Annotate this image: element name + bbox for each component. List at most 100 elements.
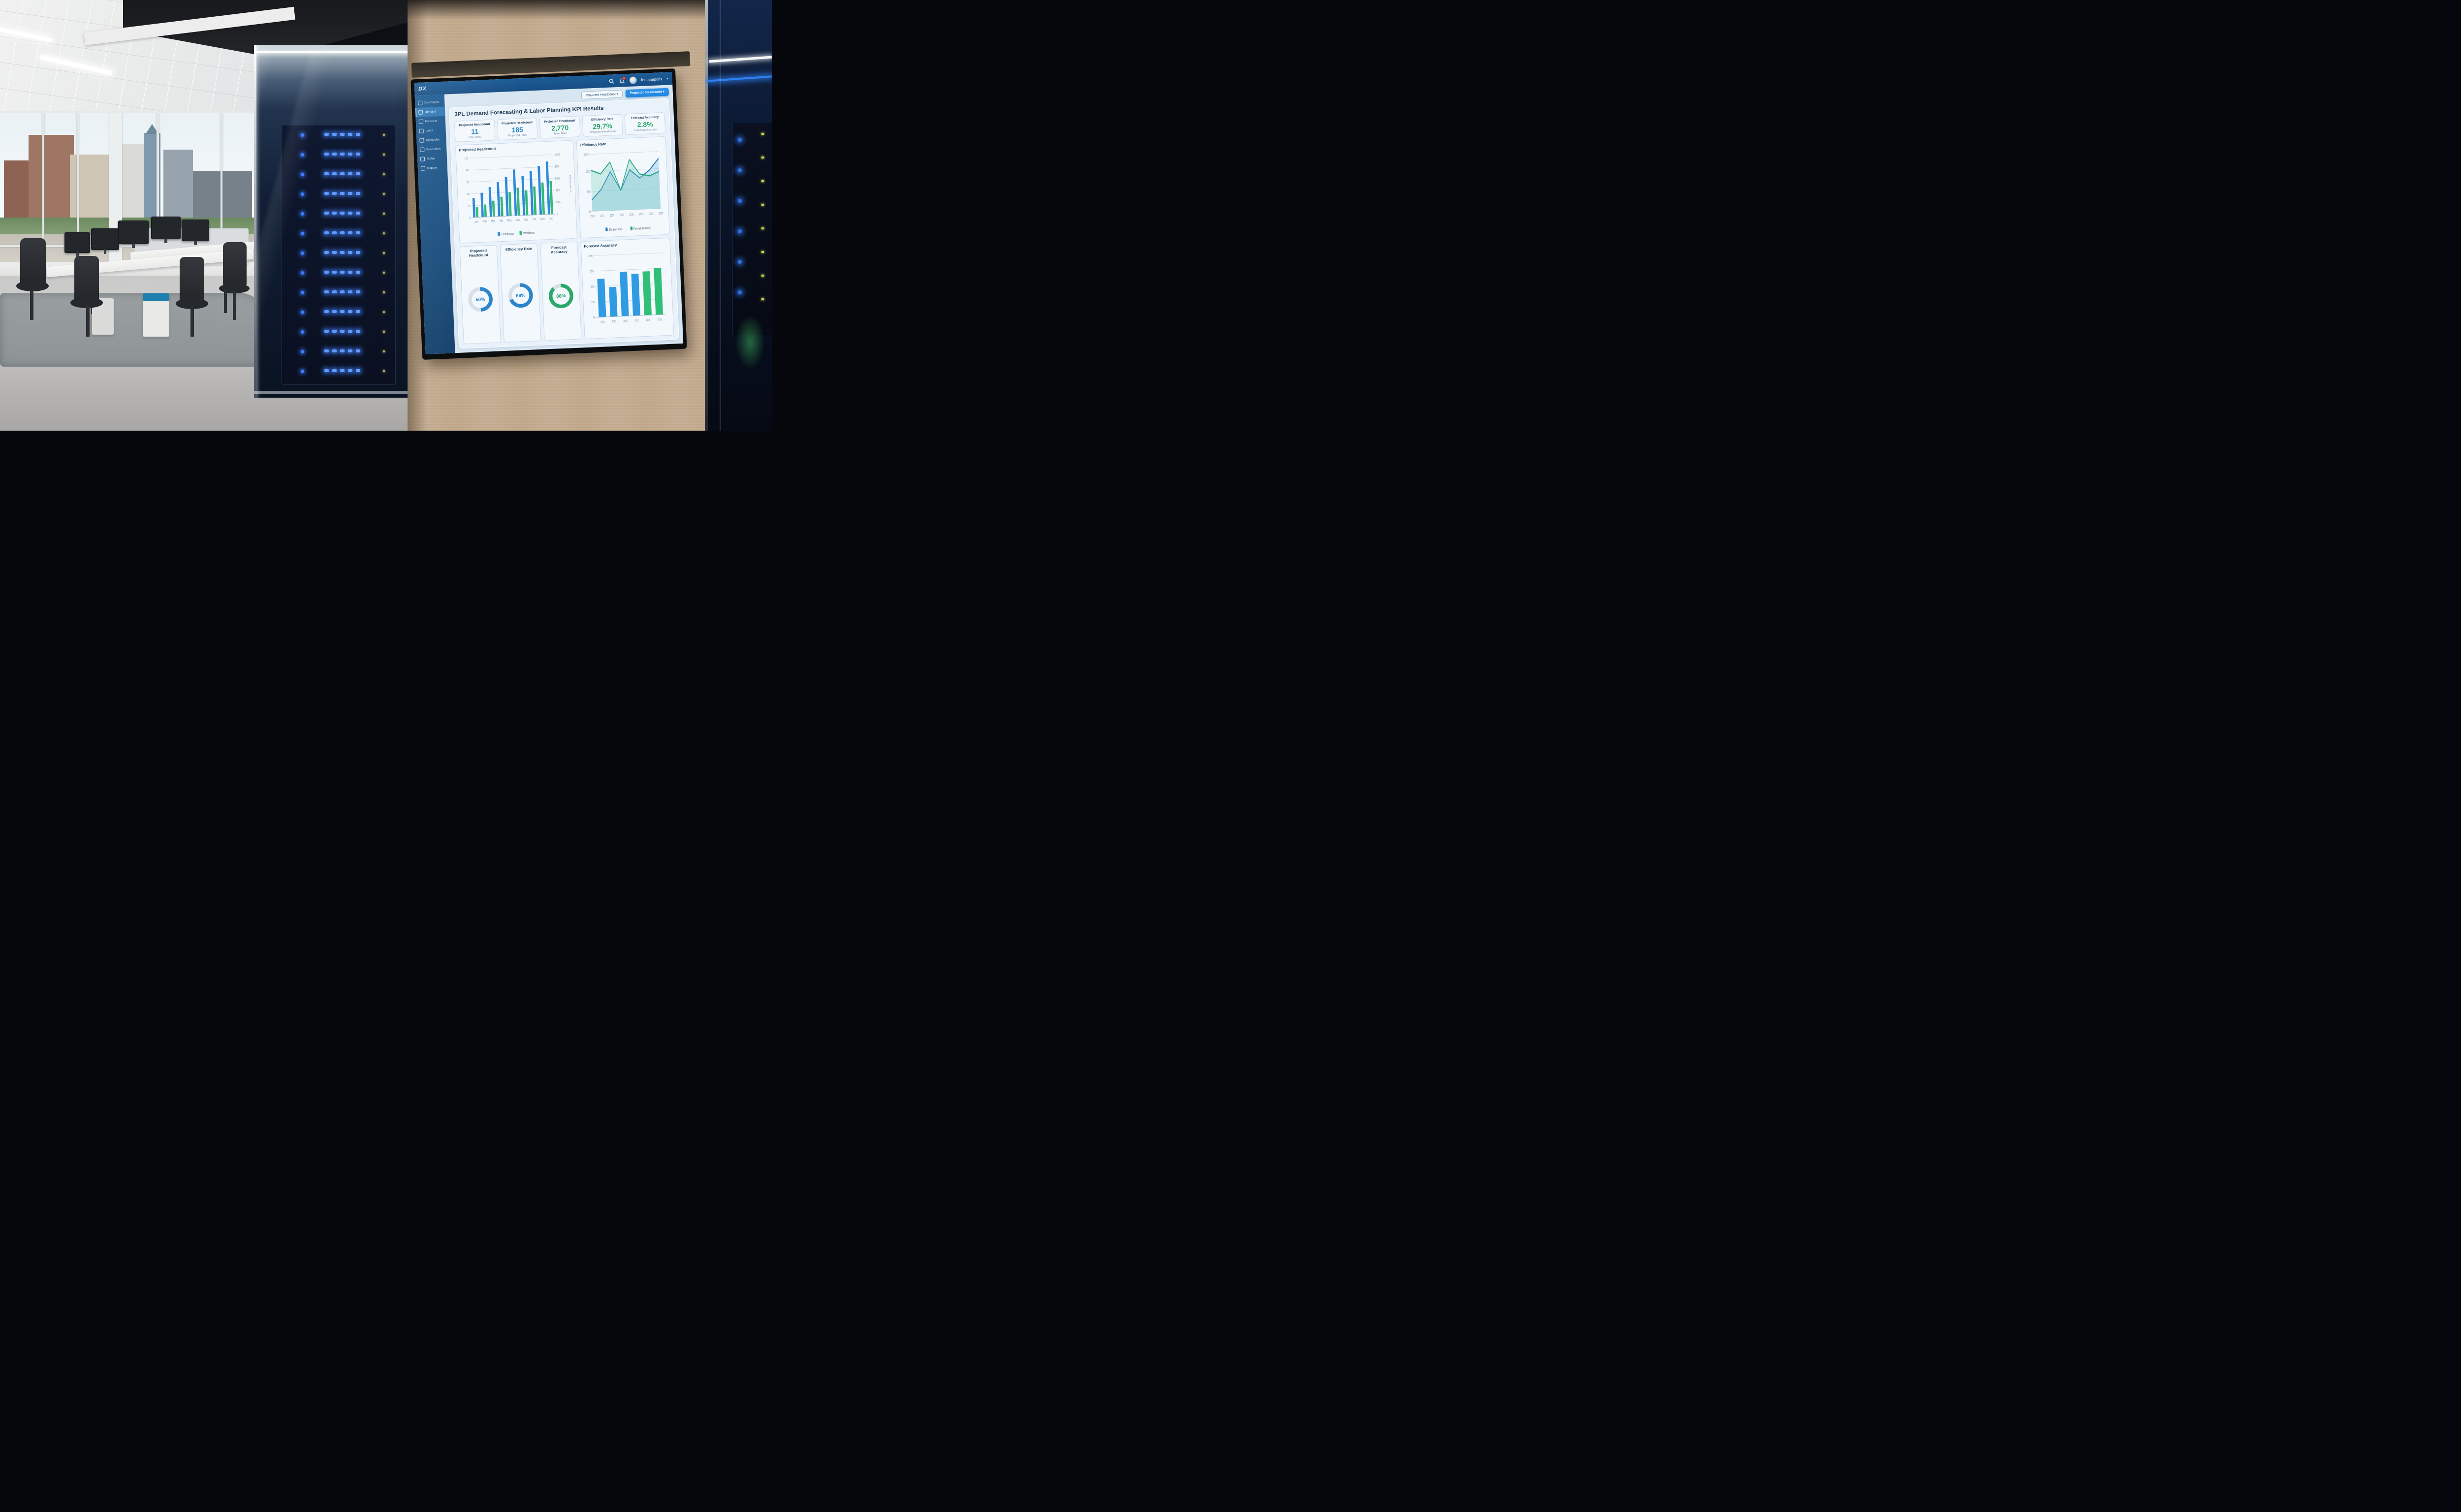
skyline-building: [193, 171, 252, 226]
server-rack-row: [282, 145, 395, 165]
glass-reflection: [720, 0, 721, 431]
svg-text:2019: 2019: [657, 318, 662, 322]
svg-text:60%: 60%: [555, 177, 560, 181]
pedestal-cabinet: [143, 293, 169, 337]
svg-text:Headcount %: Headcount %: [568, 175, 571, 193]
server-room-glass: [254, 45, 410, 398]
svg-text:2019: 2019: [649, 212, 653, 216]
wall-tv: DX Indianapolis ▾ Dashboard Demand For: [410, 68, 687, 360]
svg-text:2018: 2018: [639, 213, 643, 217]
donut-card: Efficiency Rate 69%: [500, 243, 541, 343]
nav-icon: [420, 166, 426, 171]
svg-text:May: May: [507, 219, 512, 222]
right-glass-server-wall: [705, 0, 772, 431]
nav-icon: [418, 100, 423, 105]
office-chair: [74, 256, 99, 301]
svg-text:60: 60: [467, 181, 470, 185]
sidebar-item-labor[interactable]: Labor: [416, 126, 446, 136]
svg-text:Oct: Oct: [533, 218, 536, 221]
svg-text:Mar: Mar: [491, 220, 495, 223]
svg-text:88%: 88%: [556, 293, 566, 299]
svg-text:2020: 2020: [659, 212, 663, 216]
monitor: [118, 220, 149, 248]
svg-text:2014: 2014: [600, 320, 605, 324]
skyline-building: [29, 135, 74, 219]
chart-grid: Projected Headcount 0 20 40 60 80 100 0 20% 40% 6…: [455, 136, 674, 345]
search-icon[interactable]: [608, 78, 614, 84]
server-rack-row: [282, 126, 395, 145]
desk-cluster: [16, 211, 273, 373]
sidebar-item-status[interactable]: Status: [417, 154, 447, 164]
svg-text:0: 0: [470, 217, 471, 220]
monitor: [64, 232, 90, 257]
chart-card-efficiency-rate: Efficiency Rate 0% 35% 70% 100% 2012 2013 2014…: [576, 136, 670, 238]
sidebar-item-resources[interactable]: Resources: [417, 144, 447, 155]
glass-mullion: [705, 0, 708, 431]
svg-text:Feb: Feb: [482, 220, 486, 223]
svg-text:Forecast Accuracy: Forecast Accuracy: [633, 227, 651, 231]
nav-icon: [418, 119, 424, 124]
notification-dot: [622, 76, 626, 80]
svg-text:Jan: Jan: [474, 220, 478, 224]
sidebar-item-reports[interactable]: Reports: [417, 163, 447, 173]
line-chart: 0% 35% 70% 100% 2012 2013 2014 2015 2016 2018 2019…: [584, 151, 663, 232]
svg-text:50%: 50%: [475, 297, 485, 303]
primary-action-button[interactable]: Projected Headcount ▾: [625, 88, 669, 98]
chevron-down-icon[interactable]: ▾: [666, 77, 668, 81]
metric-filter-dropdown[interactable]: Projected Headcount ▾: [581, 90, 623, 100]
area-carpet: [0, 293, 268, 367]
monitor: [91, 228, 119, 254]
svg-text:2012: 2012: [590, 215, 595, 219]
server-rack-row: [282, 362, 395, 381]
dashboard-topbar: DX Indianapolis ▾: [414, 72, 673, 96]
svg-text:80: 80: [466, 169, 469, 173]
server-room-light: [254, 51, 410, 53]
svg-text:75%: 75%: [590, 270, 594, 274]
nav-icon: [418, 110, 423, 115]
sidebar-item-dashboard[interactable]: Dashboard: [415, 97, 445, 108]
nav-icon: [420, 147, 425, 152]
svg-text:Apr: Apr: [499, 220, 503, 223]
svg-text:2013: 2013: [600, 214, 604, 218]
glass-reflection: [254, 45, 410, 398]
svg-text:2018: 2018: [646, 318, 650, 322]
svg-text:20: 20: [468, 205, 471, 208]
svg-text:2015: 2015: [612, 320, 616, 324]
sidebar-item-label: Dashboard: [424, 100, 439, 104]
svg-text:40: 40: [467, 193, 470, 196]
svg-text:40%: 40%: [556, 189, 561, 192]
svg-text:100%: 100%: [588, 254, 593, 258]
bar-chart: 0% 25% 50% 75% 100% 2014 2015 2016 2017 2018 2019: [588, 252, 665, 324]
user-avatar[interactable]: [629, 76, 637, 84]
svg-text:0: 0: [557, 213, 558, 217]
server-rack: [282, 125, 396, 385]
sidebar-item-schedules[interactable]: Schedules: [416, 135, 446, 145]
sidebar-item-label: Status: [426, 157, 436, 160]
donut-card: Projected Headcount 50%: [459, 244, 501, 345]
svg-text:25%: 25%: [591, 301, 595, 305]
svg-text:0%: 0%: [593, 316, 596, 320]
kpi-value: 2.8%: [637, 120, 653, 129]
server-rack-row: [282, 322, 395, 342]
sidebar-item-demand[interactable]: Demand: [415, 106, 445, 118]
office-photo-scene: DX Indianapolis ▾ Dashboard Demand For: [0, 0, 772, 431]
sidebar-item-label: Resources: [426, 147, 441, 151]
blue-led-strip: [707, 75, 772, 82]
donut-title: Projected Headcount: [469, 248, 488, 258]
sidebar-item-forecast[interactable]: Forecast: [416, 116, 446, 126]
sidebar-item-label: Reports: [427, 166, 438, 170]
office-chair: [223, 242, 247, 286]
server-rack-row: [282, 244, 395, 263]
bell-icon[interactable]: [619, 76, 626, 84]
svg-text:100: 100: [464, 157, 468, 160]
server-rack-silhouette: [732, 123, 772, 335]
sidebar-item-label: Forecast: [425, 119, 437, 123]
server-rack-row: [282, 204, 395, 224]
dashboard-screen: DX Indianapolis ▾ Dashboard Demand For: [414, 72, 684, 354]
chart-card-forecast-accuracy: Forecast Accuracy 0% 25% 50% 75% 100% 2014 201…: [580, 237, 674, 340]
svg-text:Efficiency Rate: Efficiency Rate: [608, 228, 622, 232]
svg-text:2016: 2016: [629, 213, 633, 217]
location-label[interactable]: Indianapolis: [641, 76, 663, 82]
green-status-glow: [735, 315, 765, 369]
server-rack-row: [282, 342, 395, 362]
